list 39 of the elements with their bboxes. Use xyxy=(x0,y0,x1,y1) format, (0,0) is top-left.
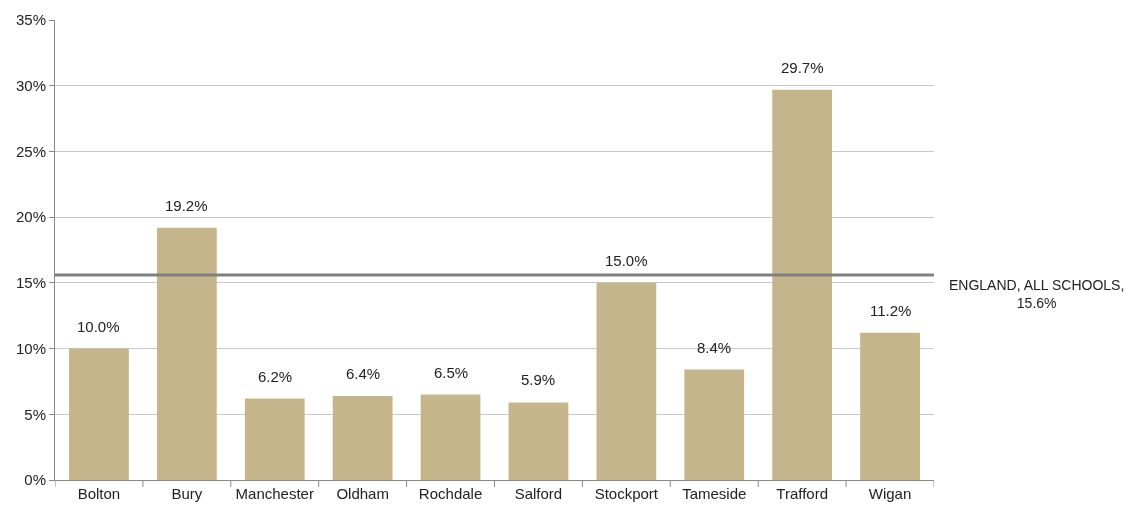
y-tick-label: 0% xyxy=(24,471,46,489)
data-label: 6.2% xyxy=(258,368,293,385)
bar xyxy=(156,227,217,480)
data-label: 19.2% xyxy=(165,197,208,214)
y-tick-label: 20% xyxy=(15,208,46,226)
data-label: 11.2% xyxy=(870,302,912,319)
data-label: 8.4% xyxy=(697,339,732,356)
x-tick-label: Manchester xyxy=(235,485,314,502)
data-label: 15.0% xyxy=(605,252,648,269)
data-label: 5.9% xyxy=(521,371,556,388)
x-tick-label: Wigan xyxy=(868,485,912,502)
x-tick-label: Tameside xyxy=(682,485,747,502)
y-tick-label: 10% xyxy=(15,339,46,357)
bar xyxy=(69,348,129,480)
bar xyxy=(772,89,833,480)
data-label: 29.7% xyxy=(781,59,824,76)
bar xyxy=(332,395,393,480)
data-label: 10.0% xyxy=(77,318,120,335)
y-tick-label: 15% xyxy=(15,274,46,292)
x-tick-label: Salford xyxy=(514,485,563,502)
bar xyxy=(244,398,305,480)
x-tick-label: Bolton xyxy=(77,485,121,502)
x-tick-label: Stockport xyxy=(594,485,659,502)
data-label: 6.5% xyxy=(434,364,469,381)
ref-line-label: ENGLAND, ALL SCHOOLS, 15.6% xyxy=(949,277,1125,312)
x-tick-label: Bury xyxy=(171,485,203,502)
y-tick-label: 30% xyxy=(15,76,46,94)
x-tick-label: Oldham xyxy=(336,485,389,502)
x-tick-label: Trafford xyxy=(776,485,828,502)
bar xyxy=(596,282,657,480)
y-tick-label: 5% xyxy=(24,405,46,423)
bar xyxy=(508,402,569,480)
bar xyxy=(684,369,745,480)
y-tick-label: 35% xyxy=(15,11,46,29)
y-tick-label: 25% xyxy=(15,142,46,160)
x-tick-label: Rochdale xyxy=(418,485,483,502)
data-label: 6.4% xyxy=(346,365,381,382)
bar xyxy=(420,394,481,480)
bar xyxy=(860,332,920,480)
